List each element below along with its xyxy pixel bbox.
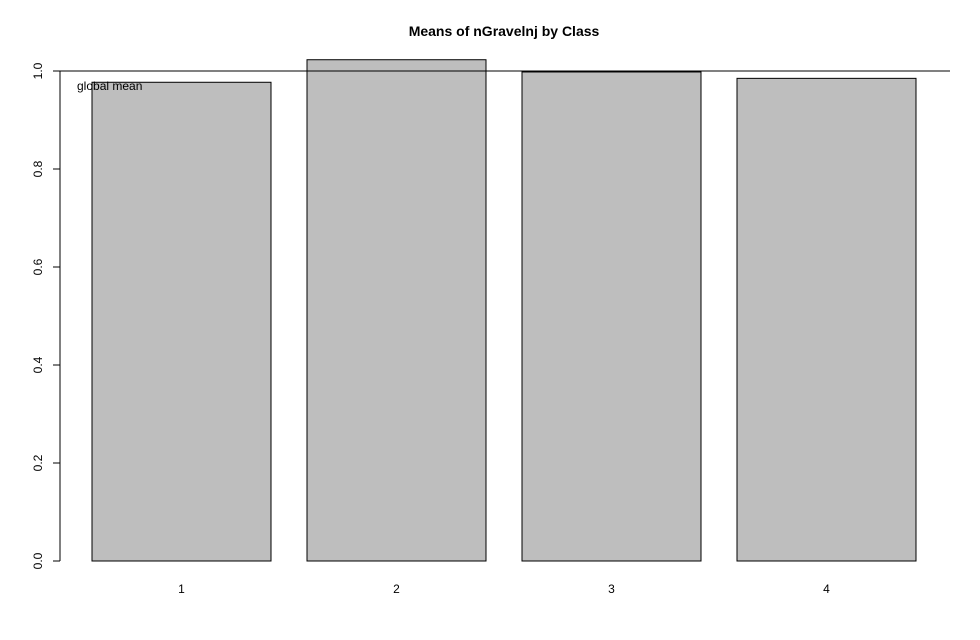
reference-line-group: global mean	[60, 70, 950, 93]
y-axis: 0.0 0.2 0.4 0.6 0.8 1.0	[31, 62, 61, 569]
global-mean-label: global mean	[77, 79, 142, 93]
x-tick-label: 4	[823, 582, 830, 596]
bar-1	[91, 81, 272, 562]
y-tick-label: 0.0	[31, 552, 45, 569]
y-tick-label: 0.6	[31, 258, 45, 275]
chart-title: Means of nGravelnj by Class	[409, 23, 600, 39]
y-tick-label: 1.0	[31, 62, 45, 79]
bar-2	[306, 59, 487, 562]
x-tick-label: 3	[608, 582, 615, 596]
x-tick-label: 1	[178, 582, 185, 596]
bar-3	[521, 71, 702, 562]
bar-4	[736, 77, 917, 562]
x-tick-label: 2	[393, 582, 400, 596]
x-axis-labels: 1 2 3 4	[178, 582, 830, 596]
y-tick-label: 0.2	[31, 454, 45, 471]
y-tick-label: 0.8	[31, 160, 45, 177]
y-tick-label: 0.4	[31, 356, 45, 373]
bars-group	[91, 59, 917, 562]
